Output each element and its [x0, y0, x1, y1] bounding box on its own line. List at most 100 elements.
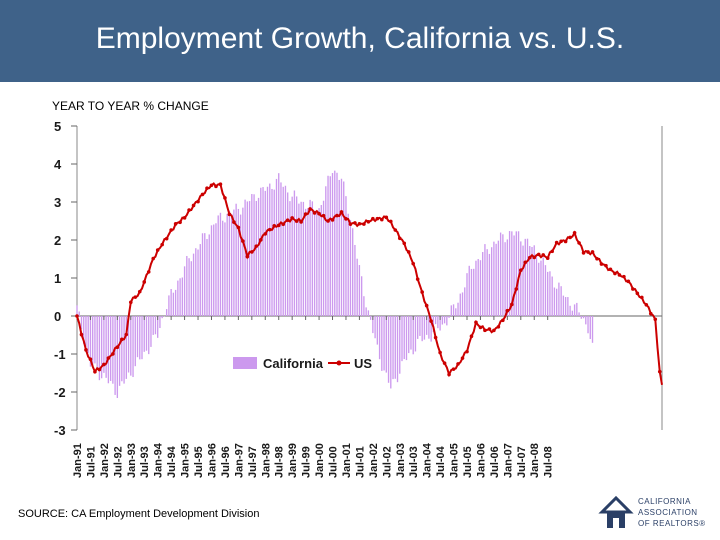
- us-point: [532, 255, 537, 260]
- california-bar: [192, 253, 195, 316]
- legend-label-us: US: [354, 356, 372, 371]
- x-tick-label: Jan-06: [475, 443, 487, 478]
- title-banner: Employment Growth, California vs. U.S.: [0, 0, 720, 82]
- x-tick-label: Jul-01: [354, 446, 366, 478]
- california-bar: [580, 316, 582, 319]
- california-bar: [304, 208, 307, 316]
- california-bar: [403, 316, 405, 360]
- california-bar: [459, 293, 461, 316]
- x-tick-label: Jul-05: [462, 446, 474, 478]
- us-point: [317, 211, 321, 216]
- california-bar: [284, 185, 287, 316]
- california-bar: [161, 316, 163, 319]
- us-point: [250, 250, 254, 254]
- california-bar: [174, 289, 177, 316]
- x-tick-label: Jul-91: [85, 446, 97, 478]
- x-tick-label: Jul-95: [193, 446, 205, 478]
- us-point: [518, 268, 523, 273]
- us-point: [290, 216, 294, 220]
- x-tick-label: Jan-92: [99, 443, 111, 478]
- california-bar: [425, 316, 428, 335]
- us-point: [577, 241, 581, 245]
- california-bar: [257, 197, 260, 316]
- california-bar: [112, 316, 114, 384]
- california-bar: [547, 271, 549, 316]
- california-bar: [331, 173, 334, 316]
- california-bar: [396, 316, 399, 383]
- california-bar: [230, 213, 233, 316]
- california-bar: [150, 316, 152, 347]
- us-point: [106, 356, 111, 360]
- california-bar: [282, 186, 284, 316]
- us-point: [644, 303, 649, 307]
- california-bar: [109, 316, 112, 381]
- california-bar: [470, 268, 473, 316]
- california-bar: [343, 181, 345, 316]
- california-bar: [387, 316, 390, 383]
- us-point: [469, 334, 474, 339]
- california-bar: [345, 196, 347, 316]
- us-point: [120, 337, 124, 342]
- us-point: [375, 216, 380, 221]
- us-point: [155, 248, 160, 252]
- us-point: [339, 210, 344, 214]
- us-point: [406, 250, 411, 254]
- california-bar: [179, 278, 181, 316]
- california-bar: [360, 276, 363, 316]
- y-tick-label: -1: [54, 347, 66, 362]
- house-logo-icon: [598, 495, 634, 528]
- california-bar: [145, 316, 148, 351]
- california-bar: [239, 214, 242, 316]
- us-point: [245, 254, 250, 259]
- us-point: [281, 222, 286, 227]
- california-bar: [399, 316, 401, 374]
- california-bar: [307, 208, 309, 316]
- california-bar: [484, 244, 486, 316]
- california-bar: [376, 316, 379, 345]
- us-point: [617, 273, 622, 277]
- x-tick-label: Jul-08: [543, 446, 555, 478]
- california-bar: [493, 241, 495, 316]
- legend-marker-us: [336, 360, 342, 366]
- us-point: [241, 239, 245, 243]
- x-tick-label: Jan-95: [180, 443, 192, 478]
- california-bar: [457, 302, 459, 316]
- california-bar: [365, 307, 367, 316]
- california-bar: [488, 253, 491, 316]
- california-bar: [430, 316, 432, 342]
- california-bar: [309, 199, 311, 316]
- us-point: [559, 239, 563, 244]
- california-bar: [585, 316, 587, 325]
- california-bar: [96, 316, 98, 371]
- us-point: [442, 361, 447, 365]
- us-point: [263, 232, 268, 236]
- logo-line-3: OF REALTORS®: [638, 519, 706, 528]
- us-point: [541, 253, 546, 257]
- california-bar: [477, 259, 479, 316]
- us-point: [366, 219, 371, 224]
- california-bar: [381, 316, 383, 371]
- us-point: [254, 244, 259, 248]
- us-point: [308, 207, 312, 211]
- california-bar: [334, 170, 336, 316]
- legend-label-california: California: [263, 356, 324, 371]
- california-bar: [573, 304, 576, 316]
- us-point: [397, 236, 402, 241]
- california-bar: [354, 244, 356, 316]
- california-bar: [589, 316, 591, 339]
- us-point: [657, 369, 662, 374]
- us-point: [393, 228, 398, 232]
- california-bar: [378, 316, 381, 360]
- us-point: [433, 335, 438, 340]
- us-point: [79, 332, 84, 337]
- california-bar: [347, 213, 349, 316]
- california-bar: [287, 192, 289, 316]
- california-bar: [217, 215, 219, 316]
- us-point: [348, 222, 353, 226]
- y-tick-label: 2: [54, 233, 61, 248]
- california-bar: [293, 190, 296, 316]
- california-bar: [159, 316, 161, 329]
- california-bar: [450, 305, 452, 316]
- california-bar: [473, 268, 475, 316]
- us-point: [380, 217, 384, 222]
